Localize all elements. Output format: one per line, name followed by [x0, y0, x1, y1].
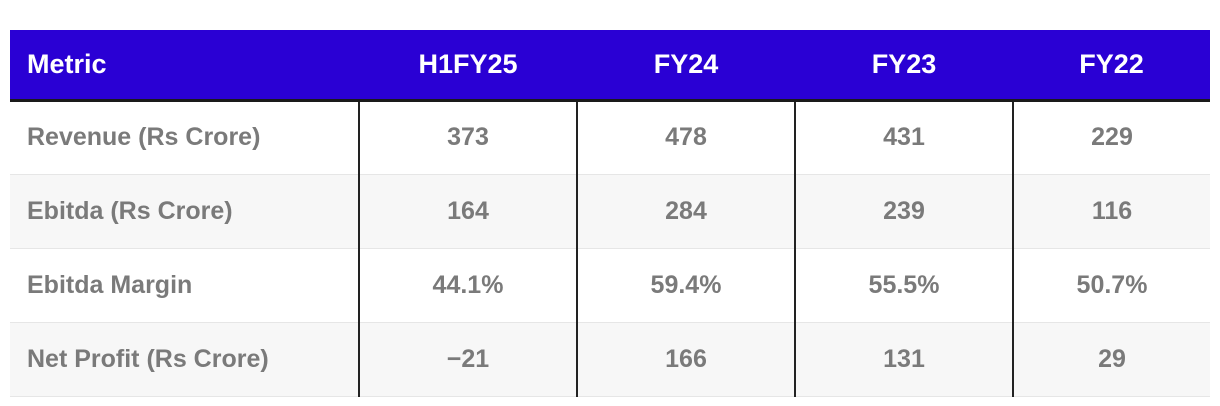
table-cell: 239 [794, 174, 1013, 249]
table-cell: 116 [1012, 174, 1210, 249]
table-row: Net Profit (Rs Crore) −21 166 131 29 [10, 322, 1210, 397]
header-fy22: FY22 [1013, 30, 1210, 102]
table-cell: 431 [794, 100, 1013, 175]
table-body: Revenue (Rs Crore) 373 478 431 229 Ebitd… [10, 100, 1210, 397]
header-h1fy25: H1FY25 [359, 30, 577, 102]
table-cell: 44.1% [358, 248, 577, 323]
table-cell: 59.4% [576, 248, 795, 323]
table-cell: 284 [576, 174, 795, 249]
table-row: Ebitda (Rs Crore) 164 284 239 116 [10, 174, 1210, 249]
metric-label: Revenue (Rs Crore) [10, 100, 359, 175]
header-row: Metric H1FY25 FY24 FY23 FY22 [10, 30, 1210, 102]
table-cell: 29 [1012, 322, 1210, 397]
table-cell: 50.7% [1012, 248, 1210, 323]
financial-metrics-table: Metric H1FY25 FY24 FY23 FY22 Revenue (Rs… [10, 30, 1210, 397]
table-row: Ebitda Margin 44.1% 59.4% 55.5% 50.7% [10, 248, 1210, 323]
header-fy24: FY24 [577, 30, 795, 102]
metric-label: Ebitda Margin [10, 248, 359, 323]
table-cell: 229 [1012, 100, 1210, 175]
metric-label: Ebitda (Rs Crore) [10, 174, 359, 249]
table-row: Revenue (Rs Crore) 373 478 431 229 [10, 100, 1210, 175]
metric-label: Net Profit (Rs Crore) [10, 322, 359, 397]
table-cell: 55.5% [794, 248, 1013, 323]
table-cell: 373 [358, 100, 577, 175]
financial-metrics-table-container: Metric H1FY25 FY24 FY23 FY22 Revenue (Rs… [10, 30, 1210, 397]
header-fy23: FY23 [795, 30, 1013, 102]
table-cell: 478 [576, 100, 795, 175]
table-header: Metric H1FY25 FY24 FY23 FY22 [10, 30, 1210, 102]
table-cell: 166 [576, 322, 795, 397]
table-cell: −21 [358, 322, 577, 397]
table-cell: 131 [794, 322, 1013, 397]
header-metric: Metric [10, 30, 359, 102]
table-cell: 164 [358, 174, 577, 249]
